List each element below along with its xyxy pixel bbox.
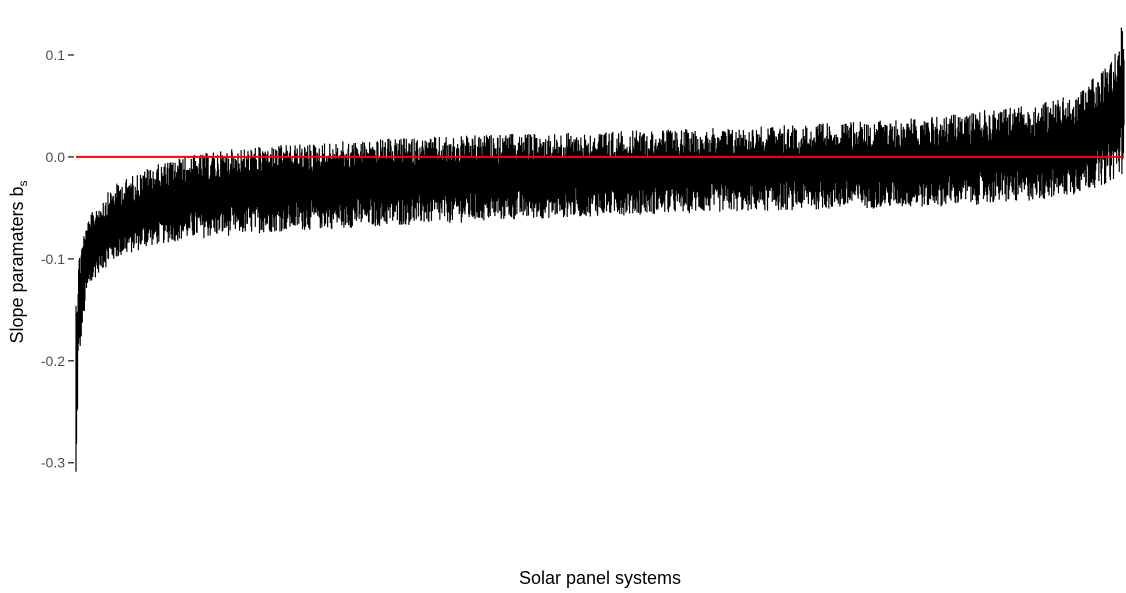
y-tick-label: -0.3 xyxy=(41,455,65,471)
x-axis-title: Solar panel systems xyxy=(519,568,681,588)
y-axis-ticks: 0.1 0.0 -0.1 -0.2 -0.3 xyxy=(41,47,74,471)
y-axis-title-main: Slope paramaters b xyxy=(7,186,27,343)
y-tick-label: -0.1 xyxy=(41,251,65,267)
y-axis-title-subscript: s xyxy=(16,180,30,186)
y-tick-label: -0.2 xyxy=(41,353,65,369)
slope-interval-bars xyxy=(75,27,1125,472)
slope-series xyxy=(75,27,1125,472)
y-axis-title: Slope paramaters bs xyxy=(7,180,30,343)
y-tick-label: 0.1 xyxy=(46,47,66,63)
y-tick-label: 0.0 xyxy=(46,149,66,165)
